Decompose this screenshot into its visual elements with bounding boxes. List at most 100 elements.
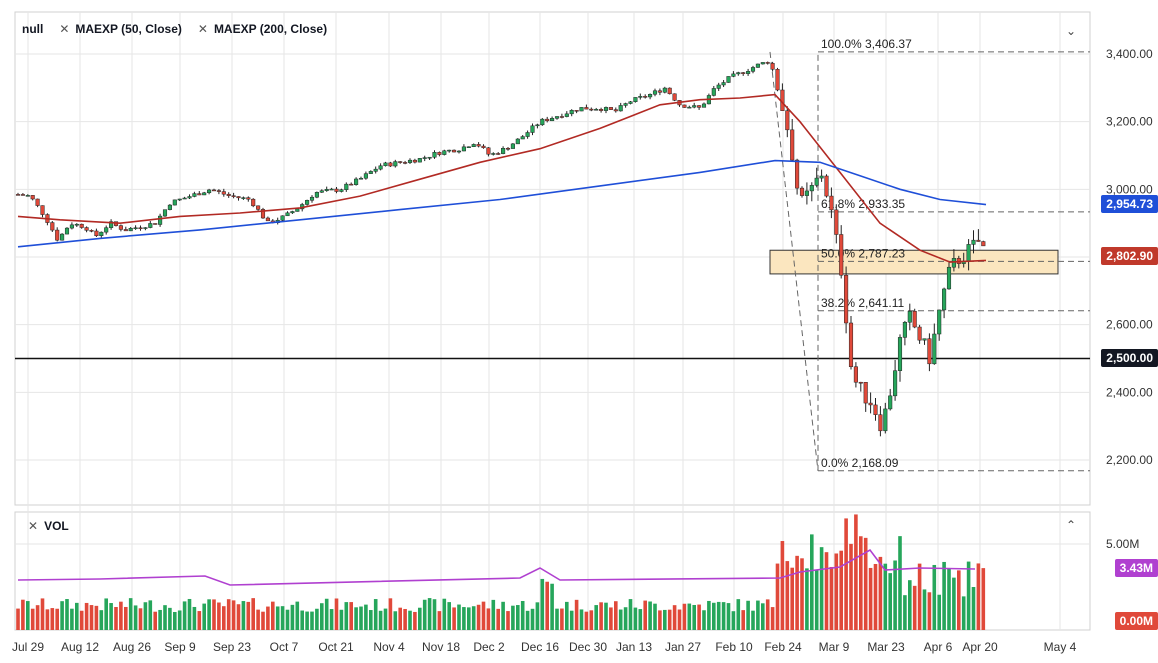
candle <box>354 178 359 185</box>
candle <box>143 227 148 229</box>
volume-bar <box>217 602 221 630</box>
candle <box>447 149 452 152</box>
candle <box>559 116 564 118</box>
volume-bar <box>658 610 662 630</box>
volume-bar <box>192 606 197 630</box>
candle <box>804 190 809 196</box>
candle <box>461 146 466 152</box>
legend-ma200[interactable]: ✕ MAEXP (200, Close) <box>198 22 327 36</box>
candle <box>589 108 594 111</box>
volume-ma-badge: 3.43M <box>1114 559 1158 577</box>
candle <box>897 337 903 371</box>
candle <box>731 73 736 77</box>
candle <box>496 153 501 155</box>
volume-bar <box>442 598 447 630</box>
candle <box>412 159 417 163</box>
candle <box>162 209 168 217</box>
candle <box>672 93 677 101</box>
y-tick-label: 2,600.00 <box>1106 318 1153 332</box>
candle <box>417 158 422 163</box>
volume-bar <box>525 610 530 630</box>
candle <box>599 109 604 111</box>
candle <box>280 215 285 221</box>
fib-level-label: 38.2% 2,641.11 <box>821 296 905 310</box>
candle <box>741 72 746 74</box>
volume-bar <box>300 610 304 630</box>
volume-bar <box>633 607 638 630</box>
volume-bar <box>893 560 897 630</box>
volume-bar <box>560 608 564 630</box>
volume-bar <box>99 610 104 630</box>
volume-bar <box>163 605 167 630</box>
x-tick-label: Dec 2 <box>473 640 505 654</box>
candle <box>584 107 589 110</box>
volume-bar <box>364 604 368 630</box>
volume-ma-line <box>17 548 976 586</box>
candle <box>324 189 329 191</box>
volume-bar <box>628 599 633 630</box>
volume-bar <box>976 563 981 630</box>
volume-bar <box>35 605 40 630</box>
candle <box>530 125 535 133</box>
close-icon[interactable]: ✕ <box>197 22 208 36</box>
close-icon[interactable]: ✕ <box>28 519 39 533</box>
chevron-up-icon[interactable]: ⌃ <box>1066 518 1077 532</box>
candle <box>746 71 751 74</box>
candle <box>456 150 462 153</box>
candle <box>716 84 721 89</box>
candle <box>153 223 158 225</box>
volume-bar <box>408 610 412 630</box>
volume-bar <box>888 573 892 630</box>
volume-bar <box>516 605 520 630</box>
candle <box>138 227 143 229</box>
candle <box>265 217 270 222</box>
chevron-down-icon[interactable]: ⌄ <box>1066 24 1077 38</box>
volume-bar <box>648 601 652 630</box>
volume-bar <box>726 603 731 630</box>
volume-bar <box>310 611 314 630</box>
x-tick-label: Dec 16 <box>521 640 559 654</box>
volume-bar <box>569 610 574 630</box>
volume-bar <box>339 609 344 630</box>
candle <box>520 136 525 140</box>
candle <box>216 190 221 192</box>
candle <box>574 110 579 112</box>
candle <box>770 63 775 70</box>
candle <box>540 118 545 126</box>
volume-bar <box>119 601 123 630</box>
candle <box>834 209 839 235</box>
volume-bar <box>961 596 966 630</box>
volume-bar <box>45 609 50 630</box>
volume-bar <box>432 599 437 630</box>
volume-bar <box>667 609 672 630</box>
legend-ma50[interactable]: ✕ MAEXP (50, Close) <box>59 22 182 36</box>
volume-bar <box>511 605 515 630</box>
x-tick-label: Sep 23 <box>213 640 251 654</box>
volume-bar <box>251 598 255 630</box>
volume-bar <box>153 611 157 630</box>
candle <box>932 333 937 365</box>
candle <box>40 205 45 215</box>
candle <box>550 118 555 122</box>
candle <box>182 197 187 200</box>
candle <box>295 208 300 212</box>
candle <box>69 224 74 229</box>
candle <box>442 150 447 155</box>
volume-bar <box>565 601 569 630</box>
fib-level-label: 0.0% 2,168.09 <box>821 456 899 470</box>
candle <box>848 322 854 367</box>
candle <box>491 153 496 155</box>
close-icon[interactable]: ✕ <box>59 22 70 36</box>
volume-bar <box>947 568 951 630</box>
candle <box>510 143 515 149</box>
candle <box>966 244 971 262</box>
candle <box>187 196 192 199</box>
candle <box>373 168 378 172</box>
candle <box>701 103 707 108</box>
candle <box>858 381 863 384</box>
candle <box>314 192 319 198</box>
volume-bar <box>898 536 902 630</box>
volume-bar <box>957 570 961 630</box>
candle <box>824 175 829 197</box>
